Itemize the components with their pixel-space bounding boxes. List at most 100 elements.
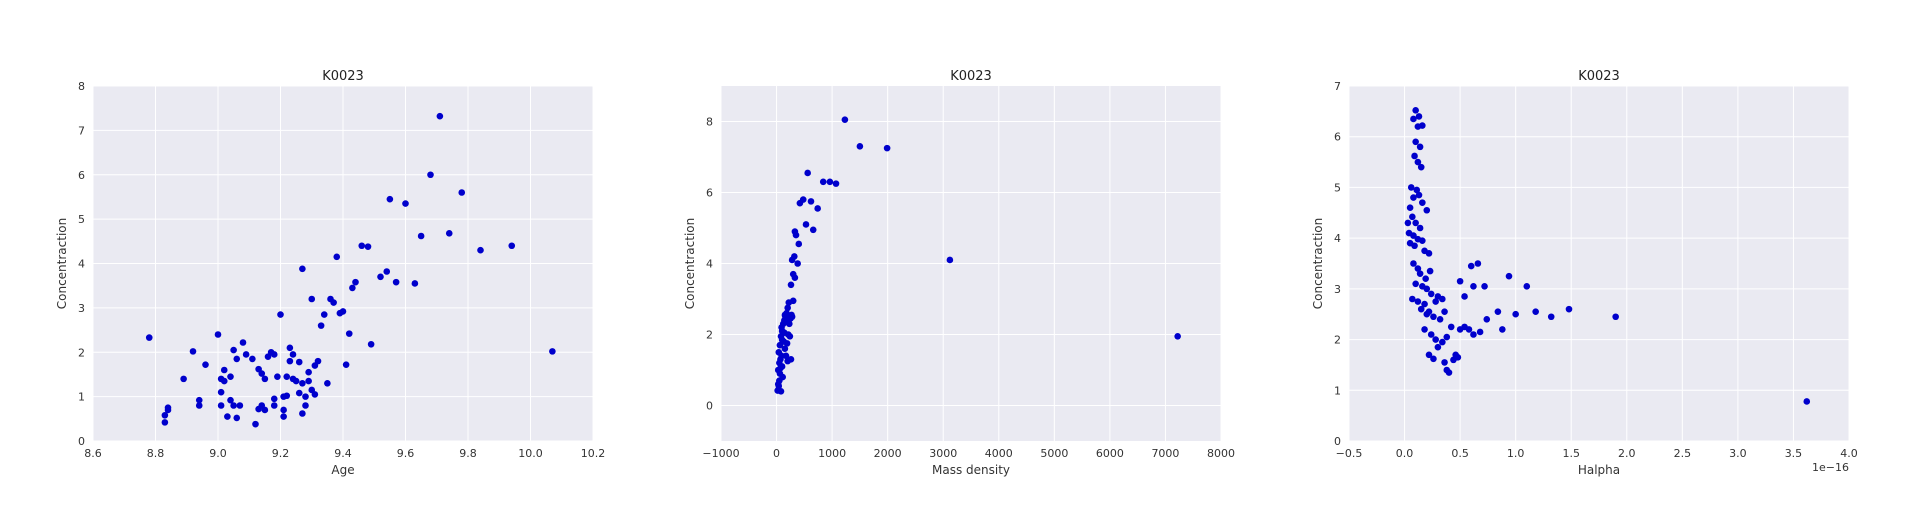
data-point	[1415, 191, 1423, 199]
data-point	[1454, 354, 1462, 361]
data-point	[236, 402, 244, 409]
data-point	[1476, 328, 1484, 336]
x-axis-offset-text: 1e−16	[1812, 461, 1849, 474]
data-point	[1416, 224, 1424, 232]
data-point	[330, 299, 337, 306]
data-point	[784, 304, 791, 312]
data-point	[230, 402, 237, 409]
y-tick-label: 4	[706, 258, 713, 271]
data-point	[1412, 107, 1419, 114]
data-point	[274, 373, 281, 380]
data-point	[417, 232, 425, 240]
data-point	[1414, 158, 1422, 166]
data-point	[814, 205, 821, 212]
data-point	[791, 228, 799, 235]
y-axis-label: Concentraction	[1311, 218, 1325, 310]
data-point	[795, 240, 803, 248]
x-tick-label: 2.0	[1618, 447, 1636, 460]
data-point	[883, 144, 891, 152]
data-point	[299, 380, 306, 387]
y-tick-label: 0	[1334, 435, 1341, 448]
data-point	[1432, 336, 1439, 343]
data-point	[1481, 283, 1488, 290]
data-point	[1456, 277, 1464, 285]
y-tick-label: 6	[78, 169, 85, 182]
data-point	[283, 373, 291, 380]
data-point	[1612, 313, 1619, 321]
data-point	[342, 361, 350, 368]
data-point	[791, 253, 798, 260]
y-tick-label: 0	[706, 400, 713, 413]
x-tick-label: 2000	[874, 447, 902, 460]
data-point	[1410, 232, 1417, 239]
data-point	[1417, 163, 1425, 171]
data-point	[1407, 184, 1415, 191]
data-point	[392, 278, 400, 286]
data-point	[386, 195, 394, 203]
data-point	[161, 419, 169, 426]
data-point	[383, 268, 391, 275]
data-point	[783, 340, 791, 347]
data-point	[1427, 331, 1435, 338]
x-tick-label: 2.5	[1674, 447, 1692, 460]
data-point	[1447, 323, 1455, 331]
x-axis-label: Mass density	[932, 463, 1010, 477]
data-point	[1423, 310, 1431, 318]
data-point	[1443, 333, 1451, 341]
data-point	[781, 345, 789, 353]
x-tick-label: 3.0	[1729, 447, 1747, 460]
data-point	[1416, 143, 1424, 151]
data-point	[1410, 115, 1417, 123]
data-point	[775, 382, 783, 390]
data-point	[856, 143, 864, 150]
chart-title: K0023	[950, 69, 992, 84]
data-point	[202, 361, 209, 368]
data-point	[784, 357, 791, 365]
x-tick-label: 3.5	[1785, 447, 1803, 460]
data-point	[1409, 295, 1416, 303]
data-point	[1445, 369, 1453, 376]
data-point	[778, 336, 786, 344]
data-point	[411, 280, 419, 287]
data-point	[1427, 290, 1435, 298]
data-point	[789, 297, 797, 305]
data-point	[841, 116, 849, 124]
data-point	[295, 389, 303, 397]
data-point	[367, 340, 375, 348]
x-tick-label: 4000	[985, 447, 1013, 460]
data-point	[233, 355, 241, 363]
chart-title: K0023	[322, 69, 364, 84]
y-tick-label: 7	[78, 124, 85, 137]
data-point	[1422, 275, 1429, 283]
data-point	[258, 370, 266, 377]
x-tick-label: 3000	[929, 447, 957, 460]
data-point	[1439, 338, 1446, 346]
data-point	[189, 348, 197, 355]
data-point	[1426, 267, 1434, 275]
data-point	[782, 352, 790, 360]
data-point	[289, 351, 297, 358]
data-point	[1421, 326, 1428, 333]
data-point	[195, 396, 203, 404]
data-point	[283, 392, 291, 400]
data-point	[1441, 359, 1448, 366]
data-point	[261, 375, 269, 383]
data-point	[339, 308, 347, 315]
data-point	[217, 402, 225, 409]
x-tick-label: 0.5	[1451, 447, 1469, 460]
plot-area	[1349, 86, 1849, 441]
data-point	[1419, 122, 1426, 129]
data-point	[270, 402, 278, 409]
y-tick-label: 7	[1334, 80, 1341, 93]
data-point	[1547, 313, 1555, 321]
y-axis-label: Concentraction	[55, 218, 69, 310]
data-point	[224, 413, 231, 420]
data-point	[270, 351, 278, 358]
data-point	[819, 178, 827, 186]
data-point	[261, 406, 269, 414]
y-tick-label: 2	[1334, 334, 1341, 347]
y-tick-label: 6	[706, 187, 713, 200]
data-point	[195, 402, 203, 409]
data-point	[1499, 326, 1506, 333]
